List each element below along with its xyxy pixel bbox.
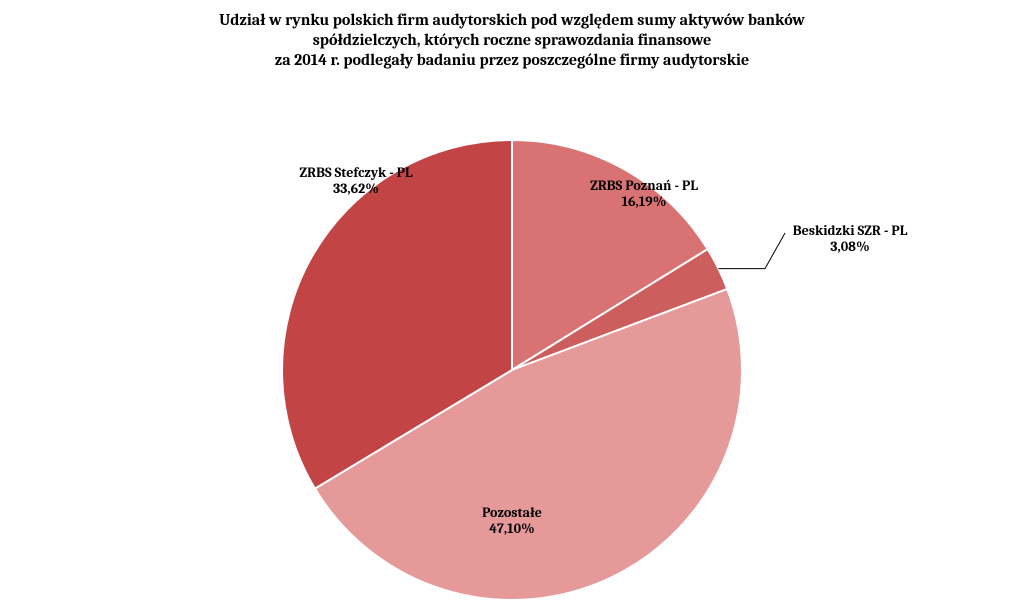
title-line-1: Udział w rynku polskich firm audytorskic… bbox=[219, 11, 805, 29]
slice-label-value: 47,10% bbox=[482, 521, 542, 537]
slice-label-beskidzki: Beskidzki SZR - PL3,08% bbox=[793, 223, 908, 255]
slice-label-name: ZRBS Poznań - PL bbox=[590, 177, 698, 194]
pie-chart-area: ZRBS Poznań - PL16,19% Beskidzki SZR - PL… bbox=[0, 80, 1024, 606]
chart-title: Udział w rynku polskich firm audytorskic… bbox=[0, 10, 1024, 70]
slice-label-value: 3,08% bbox=[793, 239, 908, 255]
slice-label-name: Pozostałe bbox=[482, 504, 542, 521]
slice-label-pozostale: Pozostałe47,10% bbox=[482, 505, 542, 537]
slice-label-value: 16,19% bbox=[590, 194, 698, 210]
slice-label-name: ZRBS Stefczyk - PL bbox=[299, 164, 412, 181]
slice-label-value: 33,62% bbox=[299, 181, 412, 197]
chart-container: Udział w rynku polskich firm audytorskic… bbox=[0, 0, 1024, 606]
slice-label-name: Beskidzki SZR - PL bbox=[793, 222, 908, 239]
title-line-2: spółdzielczych, których roczne sprawozda… bbox=[313, 31, 712, 49]
slice-label-poznan: ZRBS Poznań - PL16,19% bbox=[590, 178, 698, 210]
slice-label-stefczyk: ZRBS Stefczyk - PL33,62% bbox=[299, 165, 412, 197]
title-line-3: za 2014 r. podlegały badaniu przez poszc… bbox=[275, 51, 749, 69]
leader-line-beskidzki bbox=[718, 233, 785, 269]
